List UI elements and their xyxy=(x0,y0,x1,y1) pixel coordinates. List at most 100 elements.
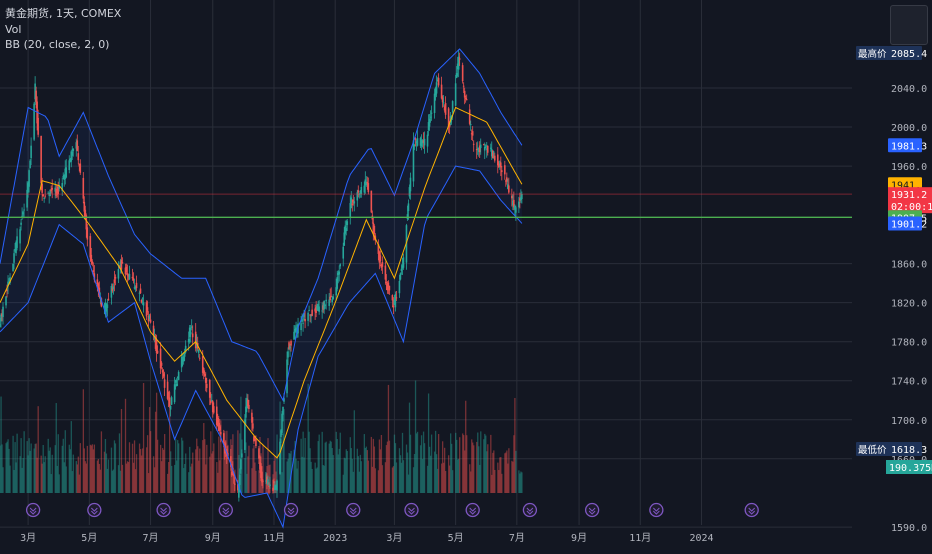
legend-symbol[interactable]: 黄金期货, 1天, COMEX xyxy=(5,7,122,20)
volume-bar xyxy=(212,451,214,493)
volume-bar xyxy=(138,443,141,493)
volume-bar xyxy=(420,435,423,493)
price-tick-label: 1780.0 xyxy=(891,338,927,349)
volume-bar xyxy=(317,441,319,493)
event-marker xyxy=(283,502,299,518)
volume-bar xyxy=(363,434,366,493)
volume-bar xyxy=(12,435,14,493)
volume-bar xyxy=(325,441,327,493)
candle-body xyxy=(301,319,303,322)
candle-body xyxy=(9,277,11,284)
volume-bar xyxy=(303,457,305,493)
legend-bollinger[interactable]: BB (20, close, 2, 0) xyxy=(5,38,110,51)
candle-body xyxy=(353,201,356,204)
volume-bar xyxy=(104,438,107,493)
time-tick-label: 2024 xyxy=(689,533,713,544)
candle-body xyxy=(252,423,254,429)
volume-bar xyxy=(344,458,346,493)
candle-body xyxy=(48,193,50,196)
candle-body xyxy=(191,333,194,338)
candle-body xyxy=(337,272,340,275)
candle-body xyxy=(413,144,416,147)
candle-body xyxy=(331,299,333,303)
volume-bar xyxy=(148,407,151,493)
candle-body xyxy=(388,285,391,291)
candle-body xyxy=(507,184,509,189)
volume-bar xyxy=(464,450,466,493)
volume-bar xyxy=(153,467,156,493)
candle-body xyxy=(233,474,235,477)
candle-body xyxy=(358,193,361,195)
candle-body xyxy=(478,145,481,153)
high-price-label-label: 最高价 xyxy=(858,48,887,60)
high-price-label-bg xyxy=(856,46,894,60)
candle-body xyxy=(187,338,190,343)
volume-bar xyxy=(281,472,283,493)
volume-bar xyxy=(379,449,382,493)
time-tick-label: 3月 xyxy=(386,532,402,544)
candle-body xyxy=(318,306,320,312)
volume-bar xyxy=(15,462,17,493)
time-tick-label: 3月 xyxy=(20,532,36,544)
candle-body xyxy=(152,325,155,335)
volume-bar xyxy=(441,441,444,493)
volume-bar xyxy=(451,443,453,493)
volume-bar xyxy=(19,456,21,493)
volume-bar xyxy=(287,458,289,493)
volume-bar xyxy=(412,467,415,493)
volume-bar xyxy=(64,430,66,493)
candle-body xyxy=(124,267,127,275)
volume-bar xyxy=(514,398,516,493)
volume-bar xyxy=(188,472,190,493)
candle-body xyxy=(381,261,384,267)
candle-body xyxy=(343,232,346,246)
low-price-label: 最低价 1618.3 xyxy=(856,442,927,456)
volume-bar xyxy=(65,466,67,493)
volume-bar xyxy=(330,441,332,493)
volume-bar xyxy=(2,467,4,493)
candle-body xyxy=(288,342,290,349)
candle-body xyxy=(429,116,432,118)
scale-settings-button[interactable] xyxy=(890,5,928,45)
volume-bar xyxy=(149,431,152,493)
candle-body xyxy=(16,236,18,248)
candle-body xyxy=(114,276,117,279)
candle-body xyxy=(339,264,342,267)
candle-body xyxy=(521,193,523,200)
volume-bar xyxy=(248,445,250,493)
candle-body xyxy=(386,283,389,291)
volume-bar xyxy=(358,471,360,493)
volume-bar xyxy=(498,470,500,493)
candle-body xyxy=(276,480,278,491)
volume-bar xyxy=(345,449,347,493)
volume-bar xyxy=(175,439,177,493)
candle-body xyxy=(106,304,109,309)
candle-body xyxy=(216,418,219,427)
candle-body xyxy=(419,138,422,146)
candle-body xyxy=(166,381,169,399)
candle-body xyxy=(464,97,467,100)
candle-body xyxy=(26,189,28,208)
candle-body xyxy=(479,144,482,149)
candle-body xyxy=(44,195,46,197)
chevrons-down-icon xyxy=(653,507,660,515)
candle-body xyxy=(508,185,510,193)
high-price-label-value: 2085.4 xyxy=(891,49,927,60)
candle-body xyxy=(253,436,255,442)
candle-body xyxy=(55,188,58,196)
volume-bars xyxy=(0,380,523,493)
volume-bar xyxy=(476,441,478,493)
volume-bar xyxy=(301,456,303,493)
volume-bar xyxy=(405,444,408,493)
candle-body xyxy=(350,197,353,209)
candle-body xyxy=(84,209,87,219)
event-marker-circle xyxy=(346,502,361,518)
volume-bar xyxy=(26,441,28,493)
bb-lower-badge-text: 1901.2 xyxy=(891,219,927,230)
candle-body xyxy=(266,476,268,484)
legend-volume[interactable]: Vol xyxy=(5,22,22,36)
candle-body xyxy=(279,441,281,474)
volume-bar xyxy=(105,453,108,493)
